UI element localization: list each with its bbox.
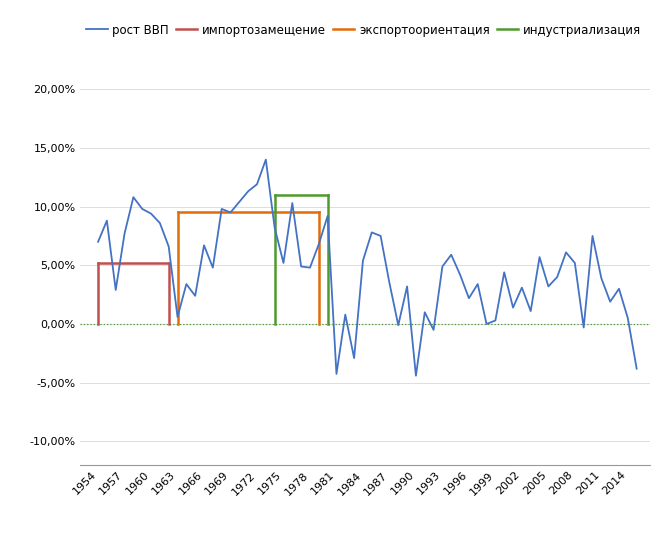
рост ВВП — [368, 229, 376, 236]
рост ВВП — [580, 324, 588, 331]
рост ВВП — [262, 156, 270, 163]
рост ВВП — [412, 373, 420, 379]
рост ВВП — [94, 238, 102, 245]
рост ВВП — [138, 206, 146, 212]
экспортоориентация — [315, 209, 323, 216]
индустриализация — [324, 191, 332, 198]
рост ВВП — [235, 199, 243, 205]
импортозамещение — [94, 260, 102, 266]
рост ВВП — [438, 263, 446, 270]
индустриализация — [271, 191, 279, 198]
рост ВВП — [632, 365, 641, 372]
рост ВВП — [200, 242, 208, 248]
экспортоориентация — [174, 209, 182, 216]
Legend: рост ВВП, импортозамещение, экспортоориентация, индустриализация: рост ВВП, импортозамещение, экспортоорие… — [86, 24, 641, 37]
Line: рост ВВП: рост ВВП — [98, 160, 636, 376]
импортозамещение — [165, 260, 173, 266]
